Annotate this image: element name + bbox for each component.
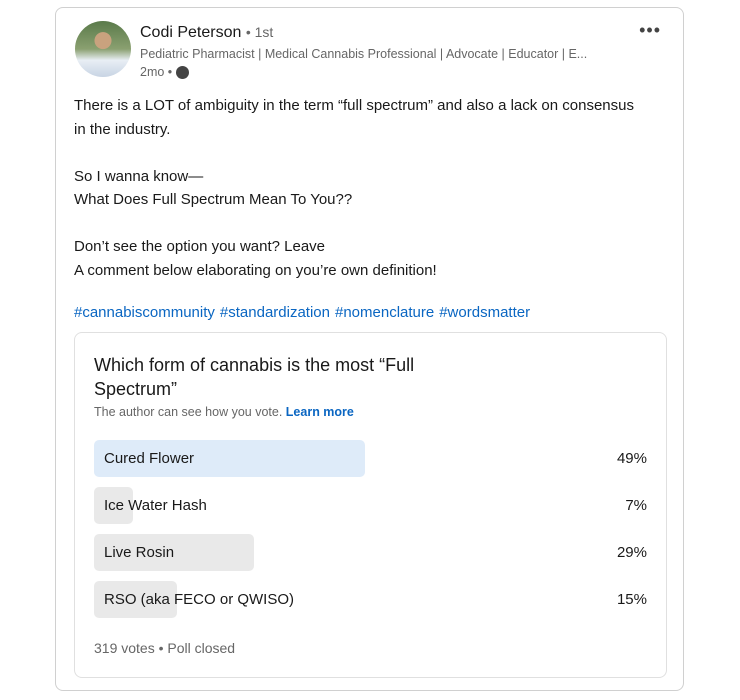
hashtags: #cannabiscommunity #standardization #nomen… (74, 304, 535, 321)
poll-option: Live Rosin 29% (94, 534, 647, 571)
poll-option: RSO (aka FECO or QWISO) 15% (94, 581, 647, 618)
poll-option-label: Live Rosin (104, 544, 175, 561)
hashtag[interactable]: #wordsmatter (439, 304, 531, 321)
poll-footer: 319 votes • Poll closed (94, 640, 236, 656)
author-name[interactable]: Codi Peterson • 1st (140, 24, 273, 42)
post-text: There is a LOT of ambiguity in the term … (74, 97, 634, 279)
time-text: 2mo • (140, 65, 173, 79)
poll-question: Which form of cannabis is the most “Full… (94, 355, 415, 399)
poll-option-percent: 29% (616, 544, 647, 561)
hashtag[interactable]: #standardization (219, 304, 330, 321)
poll-note-text: The author can see how you vote. (94, 405, 283, 419)
globe-icon (176, 65, 190, 79)
poll-result-bar (94, 487, 133, 524)
poll-option-percent: 7% (625, 497, 647, 514)
connection-degree: • 1st (245, 24, 274, 40)
poll-option-percent: 15% (616, 591, 647, 608)
poll-result-bar (94, 581, 177, 618)
poll-result-bar (94, 534, 255, 571)
poll-option: Ice Water Hash 7% (94, 487, 647, 524)
poll-option-percent: 49% (616, 450, 647, 467)
poll-option-label: Cured Flower (104, 450, 195, 467)
hashtag[interactable]: #nomenclature (334, 304, 435, 321)
avatar[interactable] (75, 21, 131, 77)
more-options-icon[interactable]: ••• (639, 20, 661, 40)
poll-option-label: Ice Water Hash (104, 497, 207, 514)
poll-option: Cured Flower 49% (94, 440, 647, 477)
post-card: Codi Peterson • 1st Pediatric Pharmacist… (55, 7, 684, 691)
author-name-text[interactable]: Codi Peterson (140, 24, 242, 41)
hashtag[interactable]: #cannabiscommunity (74, 304, 215, 321)
poll: Which form of cannabis is the most “Full… (74, 332, 667, 678)
poll-option-label: RSO (aka FECO or QWISO) (104, 591, 295, 608)
poll-result-bar (94, 440, 365, 477)
post-time: 2mo • (140, 65, 190, 79)
author-headline: Pediatric Pharmacist | Medical Cannabis … (140, 47, 588, 61)
poll-note: The author can see how you vote. Learn m… (94, 405, 354, 419)
learn-more-link[interactable]: Learn more (285, 405, 354, 419)
